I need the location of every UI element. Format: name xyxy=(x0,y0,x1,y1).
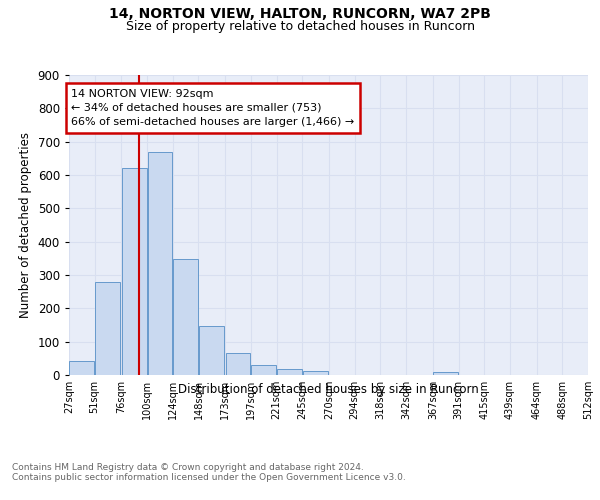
Text: 14, NORTON VIEW, HALTON, RUNCORN, WA7 2PB: 14, NORTON VIEW, HALTON, RUNCORN, WA7 2P… xyxy=(109,8,491,22)
Bar xyxy=(251,366,276,375)
Bar xyxy=(303,371,328,375)
Y-axis label: Number of detached properties: Number of detached properties xyxy=(19,132,32,318)
Bar xyxy=(433,372,458,375)
Bar xyxy=(277,370,302,375)
Bar xyxy=(148,152,172,375)
Bar xyxy=(122,168,146,375)
Bar xyxy=(173,258,198,375)
Text: 14 NORTON VIEW: 92sqm
← 34% of detached houses are smaller (753)
66% of semi-det: 14 NORTON VIEW: 92sqm ← 34% of detached … xyxy=(71,89,355,127)
Text: Size of property relative to detached houses in Runcorn: Size of property relative to detached ho… xyxy=(125,20,475,33)
Text: Distribution of detached houses by size in Runcorn: Distribution of detached houses by size … xyxy=(178,382,479,396)
Bar xyxy=(199,326,224,375)
Bar xyxy=(70,361,94,375)
Bar xyxy=(95,282,120,375)
Bar xyxy=(226,354,250,375)
Text: Contains HM Land Registry data © Crown copyright and database right 2024.
Contai: Contains HM Land Registry data © Crown c… xyxy=(12,462,406,482)
